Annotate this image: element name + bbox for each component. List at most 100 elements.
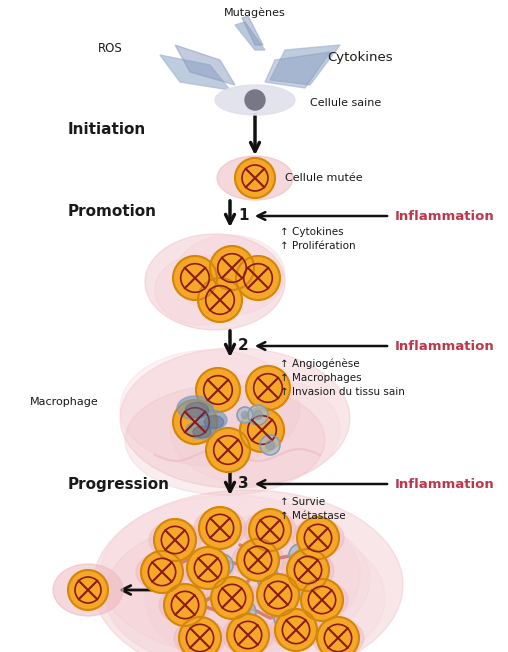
Ellipse shape	[159, 586, 211, 624]
Ellipse shape	[136, 553, 188, 591]
Ellipse shape	[270, 611, 322, 649]
Circle shape	[241, 411, 248, 419]
Text: ROS: ROS	[98, 42, 122, 55]
Text: ↑ Cytokines: ↑ Cytokines	[280, 227, 343, 237]
Circle shape	[198, 278, 242, 322]
Ellipse shape	[182, 549, 234, 587]
Polygon shape	[160, 55, 230, 90]
Ellipse shape	[145, 234, 285, 330]
Text: Cytokines: Cytokines	[327, 52, 393, 65]
Circle shape	[173, 400, 217, 444]
Circle shape	[237, 539, 279, 581]
Text: 3: 3	[238, 477, 248, 492]
Circle shape	[317, 617, 359, 652]
Circle shape	[217, 560, 227, 570]
Ellipse shape	[170, 515, 370, 645]
Text: Inflammation: Inflammation	[395, 477, 495, 490]
Circle shape	[287, 549, 329, 591]
Circle shape	[237, 407, 253, 423]
Text: Progression: Progression	[68, 477, 170, 492]
Circle shape	[249, 509, 291, 551]
Ellipse shape	[206, 579, 258, 617]
Text: ↑ Macrophages: ↑ Macrophages	[280, 373, 362, 383]
Circle shape	[299, 584, 321, 606]
Circle shape	[246, 366, 290, 410]
Circle shape	[236, 256, 280, 300]
Ellipse shape	[93, 490, 403, 652]
Text: ↑ Invasion du tissu sain: ↑ Invasion du tissu sain	[280, 387, 405, 397]
Circle shape	[210, 246, 254, 290]
Ellipse shape	[312, 619, 364, 652]
Polygon shape	[175, 45, 235, 85]
Ellipse shape	[125, 385, 325, 495]
Text: Initiation: Initiation	[68, 123, 146, 138]
Text: ↑ Métastase: ↑ Métastase	[280, 511, 345, 521]
Ellipse shape	[186, 421, 214, 439]
Circle shape	[173, 256, 217, 300]
Circle shape	[263, 573, 273, 583]
Circle shape	[68, 570, 108, 610]
Text: ↑ Prolifération: ↑ Prolifération	[280, 241, 356, 251]
Circle shape	[266, 441, 274, 449]
Circle shape	[227, 614, 269, 652]
Ellipse shape	[222, 616, 274, 652]
Text: Inflammation: Inflammation	[395, 209, 495, 222]
Ellipse shape	[244, 511, 296, 549]
Ellipse shape	[174, 619, 226, 652]
Circle shape	[248, 405, 268, 425]
Ellipse shape	[120, 350, 300, 466]
Polygon shape	[270, 45, 340, 85]
Circle shape	[245, 90, 265, 110]
Circle shape	[240, 408, 284, 452]
Circle shape	[260, 435, 280, 455]
Ellipse shape	[193, 426, 211, 438]
Ellipse shape	[149, 521, 201, 559]
Ellipse shape	[100, 495, 360, 652]
Circle shape	[289, 544, 311, 566]
Text: Macrophage: Macrophage	[30, 397, 99, 407]
Circle shape	[179, 617, 221, 652]
Ellipse shape	[175, 235, 285, 315]
Circle shape	[211, 577, 253, 619]
Circle shape	[234, 601, 256, 623]
Ellipse shape	[215, 85, 295, 115]
Circle shape	[274, 607, 296, 629]
Ellipse shape	[155, 255, 245, 325]
Ellipse shape	[170, 375, 340, 485]
Ellipse shape	[53, 564, 123, 616]
Circle shape	[301, 579, 343, 621]
Polygon shape	[235, 22, 265, 50]
Text: Cellule saine: Cellule saine	[310, 98, 381, 108]
Circle shape	[154, 519, 196, 561]
Polygon shape	[242, 16, 263, 45]
Circle shape	[206, 428, 250, 472]
Circle shape	[211, 554, 233, 576]
Text: Mutagènes: Mutagènes	[224, 8, 286, 18]
Ellipse shape	[296, 581, 348, 619]
Text: 2: 2	[238, 338, 249, 353]
Ellipse shape	[120, 348, 350, 488]
Text: ↑ Survie: ↑ Survie	[280, 497, 325, 507]
Ellipse shape	[282, 551, 334, 589]
Circle shape	[253, 411, 263, 419]
Ellipse shape	[217, 156, 293, 200]
Circle shape	[164, 584, 206, 626]
Circle shape	[280, 613, 290, 623]
Circle shape	[235, 158, 275, 198]
Circle shape	[257, 574, 299, 616]
Circle shape	[240, 607, 250, 617]
Polygon shape	[265, 52, 330, 88]
Ellipse shape	[292, 519, 344, 557]
Ellipse shape	[145, 523, 385, 652]
Ellipse shape	[204, 415, 224, 428]
Circle shape	[295, 550, 305, 560]
Text: Cellule mutée: Cellule mutée	[285, 173, 363, 183]
Ellipse shape	[105, 525, 325, 652]
Text: Inflammation: Inflammation	[395, 340, 495, 353]
Circle shape	[297, 517, 339, 559]
Ellipse shape	[177, 396, 213, 420]
Ellipse shape	[194, 509, 246, 547]
Text: 1: 1	[238, 209, 248, 224]
Circle shape	[196, 368, 240, 412]
Ellipse shape	[232, 541, 284, 579]
